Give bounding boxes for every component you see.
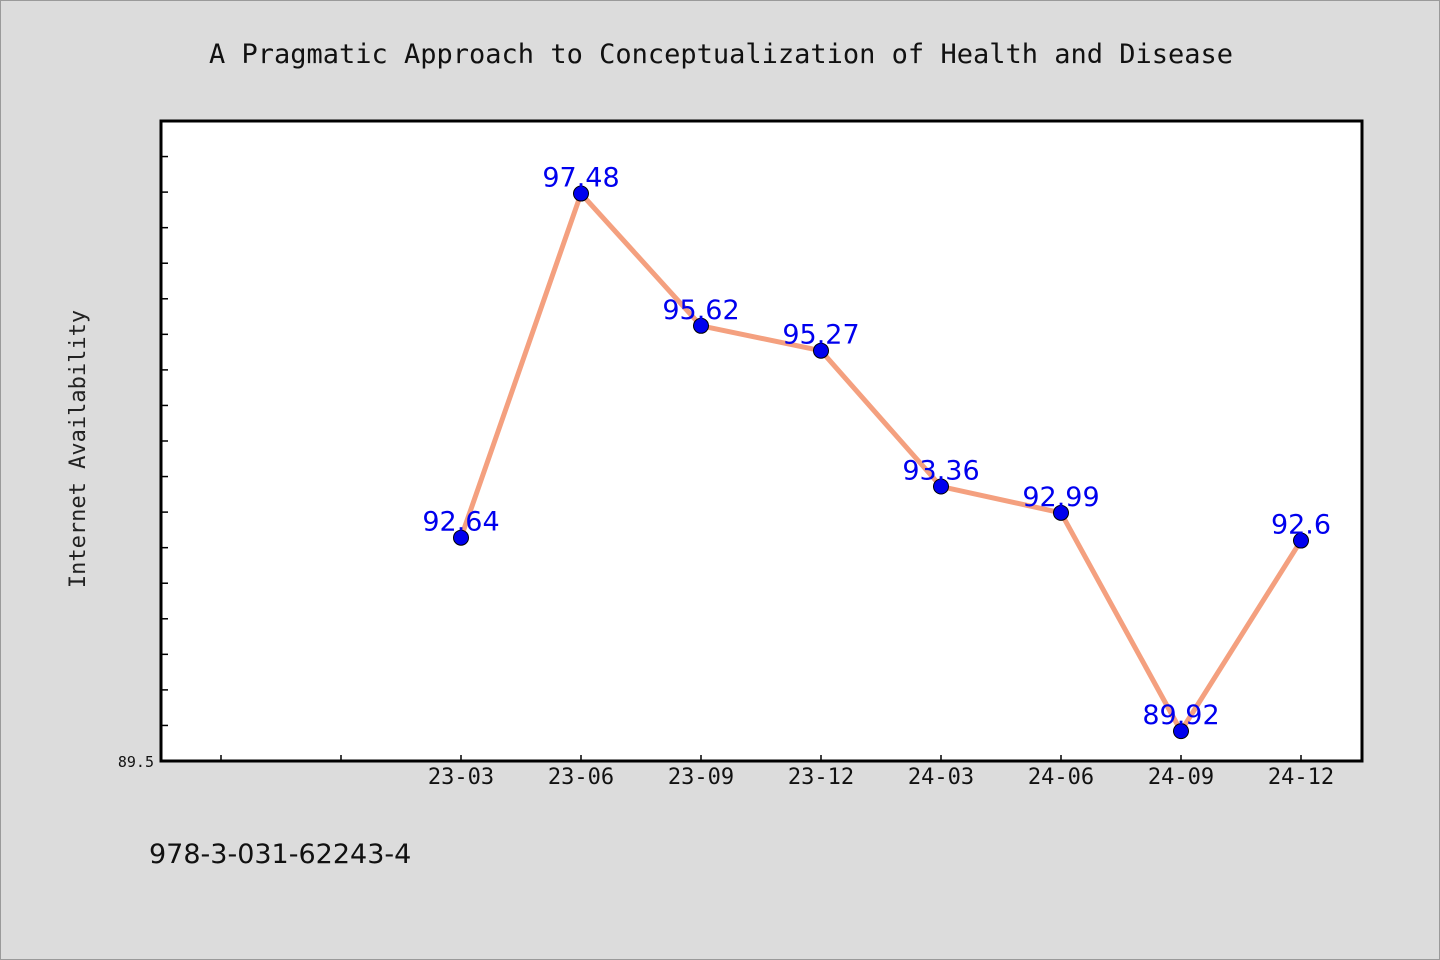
x-tick-label: 24-06: [1028, 765, 1094, 790]
data-point: [933, 478, 949, 495]
data-point: [1173, 723, 1189, 740]
data-label: 92.64: [422, 507, 499, 538]
chart-title: A Pragmatic Approach to Conceptualizatio…: [209, 39, 1233, 70]
data-label: 97.48: [542, 163, 619, 194]
x-tick-label: 23-09: [668, 765, 734, 790]
data-point: [1293, 532, 1309, 549]
data-label: 95.62: [662, 295, 739, 326]
data-label: 92.6: [1271, 510, 1331, 541]
series-line: [458, 191, 1304, 734]
x-tick-label: 24-03: [908, 765, 974, 790]
y-tick-label: 89.5: [118, 753, 154, 771]
x-axis-ticks: [220, 755, 1302, 761]
isbn-footer: 978-3-031-62243-4: [149, 839, 411, 870]
x-tick-label: 23-03: [428, 765, 494, 790]
data-point: [573, 185, 589, 202]
y-axis-label: Internet Availability: [66, 310, 91, 588]
x-tick-label: 24-12: [1268, 765, 1334, 790]
x-tick-label: 24-09: [1148, 765, 1214, 790]
data-point: [813, 342, 829, 359]
data-point: [453, 529, 469, 546]
y-axis-ticks: [161, 120, 168, 762]
data-label: 92.99: [1022, 482, 1099, 513]
x-tick-label: 23-06: [548, 765, 614, 790]
data-labels: 92.64 97.48 95.62 95.27 93.36 92.99 89.92 92.6: [422, 163, 1331, 732]
data-point: [1053, 504, 1069, 521]
plot-area: [159, 119, 1364, 763]
data-point: [693, 317, 709, 334]
data-label: 93.36: [902, 456, 979, 487]
data-markers: [453, 185, 1309, 740]
x-tick-label: 23-12: [788, 765, 854, 790]
x-tick-labels: 23-03 23-06 23-09 23-12 24-03 24-06 24-09 24-12: [428, 765, 1334, 790]
data-label: 95.27: [782, 320, 859, 351]
data-label: 89.92: [1142, 700, 1219, 731]
